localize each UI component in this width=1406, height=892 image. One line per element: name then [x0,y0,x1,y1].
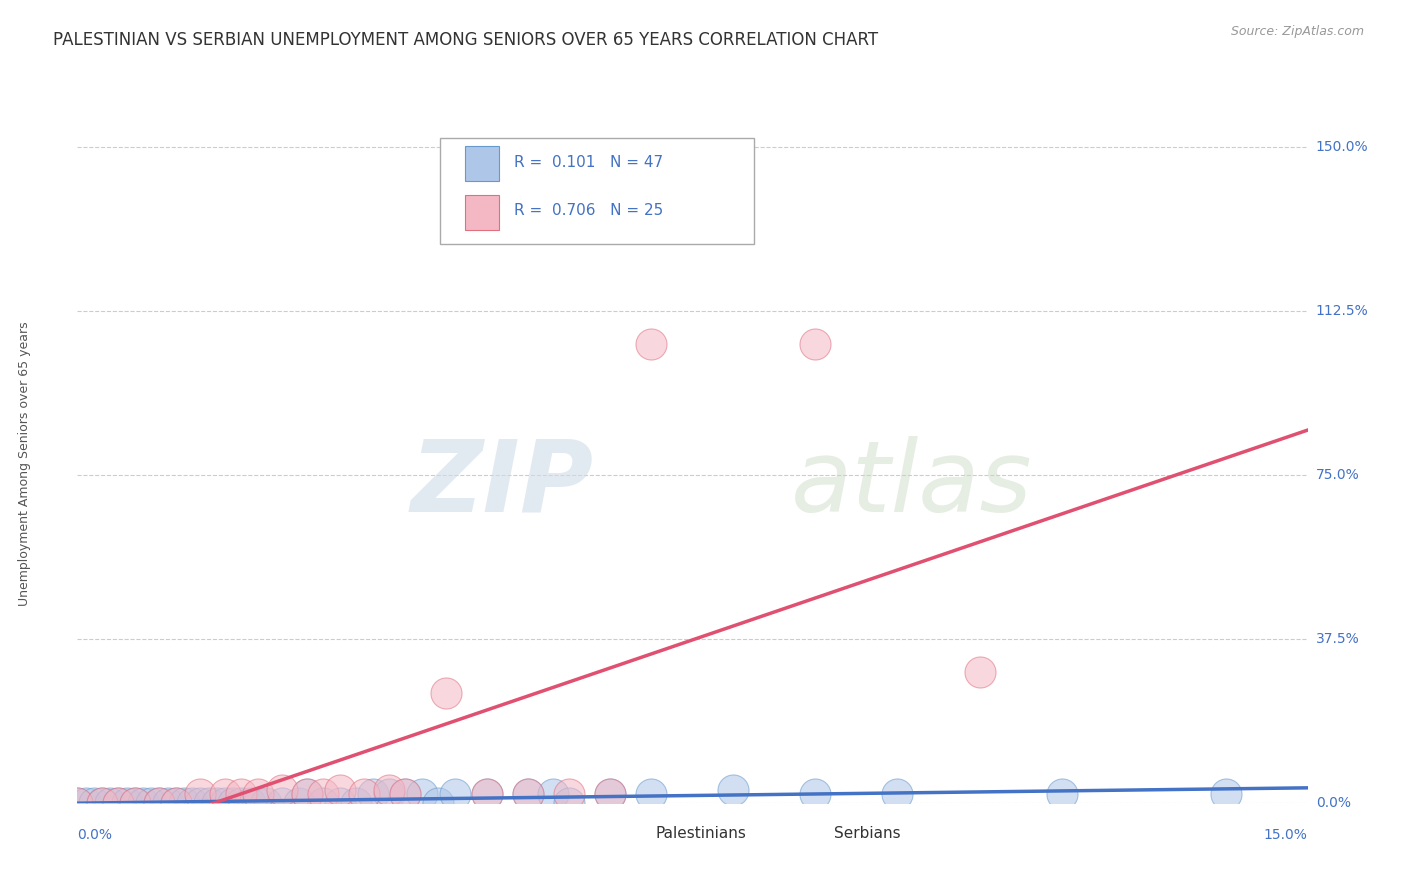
Point [517,787,540,801]
Point [141,796,163,810]
Point [132,796,155,810]
Text: PALESTINIAN VS SERBIAN UNEMPLOYMENT AMONG SENIORS OVER 65 YEARS CORRELATION CHAR: PALESTINIAN VS SERBIAN UNEMPLOYMENT AMON… [53,31,879,49]
Point [599,787,621,801]
Point [124,796,146,810]
Point [231,796,253,810]
Point [165,796,187,810]
Point [378,787,401,801]
Point [361,787,384,801]
Point [344,796,367,810]
Point [124,796,146,810]
Point [271,796,294,810]
Point [329,796,352,810]
Point [558,787,581,801]
Point [90,796,114,810]
Point [148,796,170,810]
Point [214,796,236,810]
Text: atlas: atlas [792,435,1032,533]
Point [90,796,114,810]
Point [394,787,416,801]
Bar [606,817,641,847]
Point [295,787,318,801]
Text: 37.5%: 37.5% [1316,632,1360,646]
Text: 150.0%: 150.0% [1316,140,1368,153]
Point [436,686,458,700]
Text: 0.0%: 0.0% [77,828,112,842]
Bar [785,817,820,847]
Point [295,787,318,801]
Point [1215,787,1237,801]
Text: 75.0%: 75.0% [1316,467,1360,482]
Bar [465,194,499,230]
Text: Palestinians: Palestinians [655,826,747,841]
Point [156,796,179,810]
Point [640,336,662,351]
Text: Unemployment Among Seniors over 65 years: Unemployment Among Seniors over 65 years [18,321,31,607]
Text: 0.0%: 0.0% [1316,796,1351,810]
Point [165,796,187,810]
Text: 112.5%: 112.5% [1316,304,1368,318]
Point [541,787,564,801]
Point [288,796,311,810]
Point [969,665,991,679]
Point [886,787,908,801]
Text: ZIP: ZIP [411,435,595,533]
Point [558,796,581,810]
Point [640,787,662,801]
Point [188,796,212,810]
Point [173,796,195,810]
Point [98,796,121,810]
Point [197,796,219,810]
Point [443,787,465,801]
Point [1050,787,1073,801]
Point [394,787,416,801]
Text: 15.0%: 15.0% [1264,828,1308,842]
Point [271,782,294,797]
Point [254,796,277,810]
Point [329,782,352,797]
Point [246,796,269,810]
Point [804,787,827,801]
Point [427,796,450,810]
Point [411,787,433,801]
Point [477,787,499,801]
Point [239,796,262,810]
Point [231,787,253,801]
Point [723,782,745,797]
Point [107,796,129,810]
Point [378,782,401,797]
Point [222,796,245,810]
Bar [465,146,499,181]
Text: Serbians: Serbians [834,826,901,841]
Point [312,796,335,810]
FancyBboxPatch shape [440,138,754,244]
Point [188,787,212,801]
Point [214,787,236,801]
Text: R =  0.706   N = 25: R = 0.706 N = 25 [515,203,664,219]
Point [181,796,204,810]
Text: R =  0.101   N = 47: R = 0.101 N = 47 [515,154,664,169]
Point [804,336,827,351]
Point [477,787,499,801]
Text: Source: ZipAtlas.com: Source: ZipAtlas.com [1230,25,1364,38]
Point [83,796,105,810]
Point [66,796,89,810]
Point [312,787,335,801]
Point [115,796,138,810]
Point [148,796,170,810]
Point [75,796,97,810]
Point [205,796,228,810]
Point [107,796,129,810]
Point [66,796,89,810]
Point [517,787,540,801]
Point [599,787,621,801]
Point [246,787,269,801]
Point [353,787,375,801]
